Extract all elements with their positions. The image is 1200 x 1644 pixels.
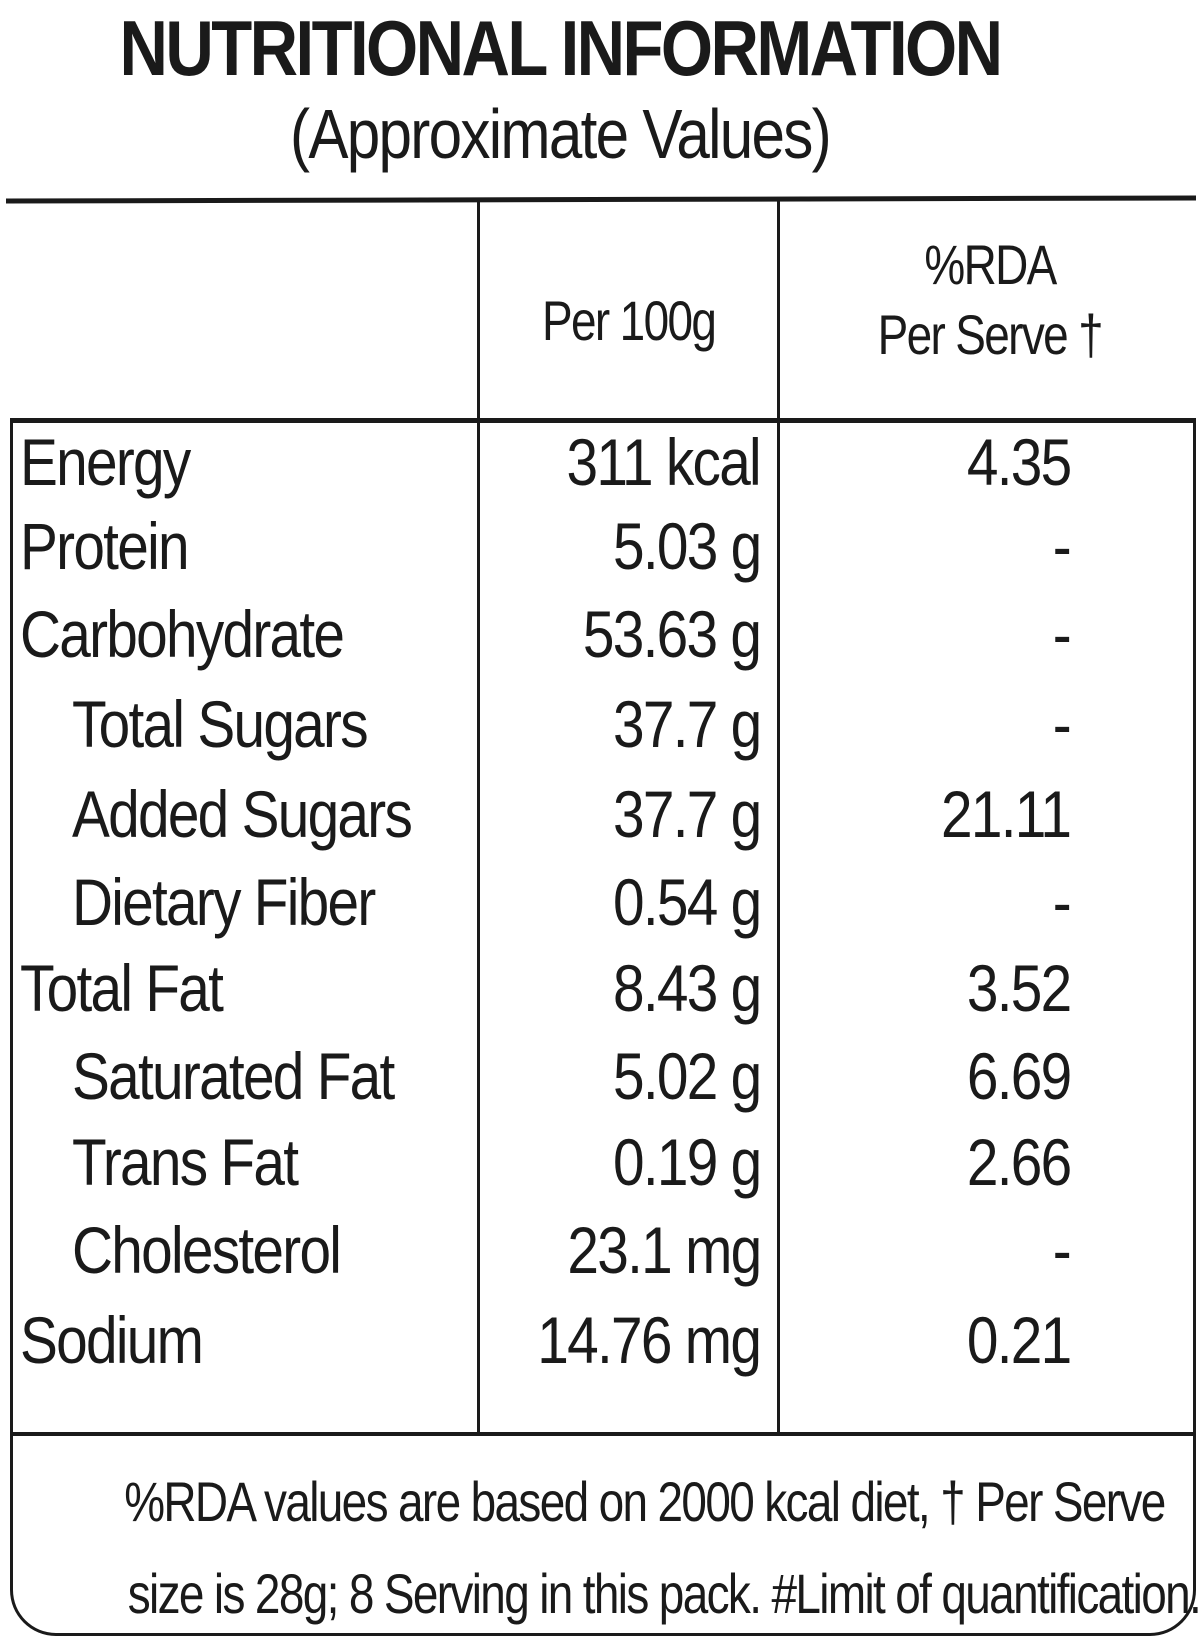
nutrient-rda: 0.21 xyxy=(966,1303,1071,1377)
nutrient-name: Added Sugars xyxy=(72,777,413,851)
nutrient-per100g: 5.03 g xyxy=(612,509,762,583)
nutrient-per100g: 5.02 g xyxy=(612,1039,762,1113)
nutrient-name: Energy xyxy=(20,425,191,499)
nutrient-rda: 2.66 xyxy=(966,1125,1071,1199)
table-row: Carbohydrate 53.63 g - xyxy=(0,590,1200,679)
nutrient-name: Total Fat xyxy=(20,951,224,1025)
table-row: Trans Fat 0.19 g 2.66 xyxy=(0,1118,1200,1207)
nutrient-name: Dietary Fiber xyxy=(72,865,376,939)
table-row: Dietary Fiber 0.54 g - xyxy=(0,858,1200,947)
nutrient-rda: 6.69 xyxy=(966,1039,1071,1113)
nutrient-name: Total Sugars xyxy=(72,687,369,761)
nutrient-per100g: 37.7 g xyxy=(612,777,762,851)
footnote-text-2: size is 28g; 8 Serving in this pack. #Li… xyxy=(127,1562,1200,1625)
header-per100g-label: Per 100g xyxy=(541,289,717,352)
nutrient-name: Saturated Fat xyxy=(72,1039,395,1113)
label-title: NUTRITIONAL INFORMATION xyxy=(119,4,1004,92)
column-divider-1 xyxy=(477,200,480,1432)
nutrient-rda: - xyxy=(1052,687,1072,761)
nutrition-table xyxy=(10,418,1196,1636)
footnote-divider xyxy=(10,1432,1196,1436)
header-rda-line2: Per Serve † xyxy=(877,303,1104,366)
nutrient-name: Sodium xyxy=(20,1303,204,1377)
footnote-text-1: %RDA values are based on 2000 kcal diet,… xyxy=(124,1470,1166,1533)
top-divider xyxy=(5,195,1197,204)
nutrient-name: Cholesterol xyxy=(72,1213,342,1287)
nutrient-name: Trans Fat xyxy=(72,1125,299,1199)
table-row: Cholesterol 23.1 mg - xyxy=(0,1206,1200,1295)
nutrient-per100g: 37.7 g xyxy=(612,687,762,761)
footnote-line-2: size is 28g; 8 Serving in this pack. #Li… xyxy=(10,1548,1200,1640)
table-row: Added Sugars 37.7 g 21.11 xyxy=(0,770,1200,859)
table-row: Total Fat 8.43 g 3.52 xyxy=(0,944,1200,1033)
nutrient-rda: - xyxy=(1052,1213,1072,1287)
table-row: Sodium 14.76 mg 0.21 xyxy=(0,1296,1200,1385)
table-row: Energy 311 kcal 4.35 xyxy=(0,418,1200,507)
nutrient-rda: 4.35 xyxy=(966,425,1071,499)
nutrient-per100g: 311 kcal xyxy=(566,425,762,499)
nutrient-per100g: 8.43 g xyxy=(612,951,762,1025)
label-subtitle: (Approximate Values) xyxy=(290,95,832,173)
header-rda-line1: %RDA xyxy=(924,233,1057,296)
nutrient-per100g: 0.19 g xyxy=(612,1125,762,1199)
nutrient-name: Protein xyxy=(20,509,190,583)
header-rda: %RDA Per Serve † xyxy=(780,230,1200,370)
nutrient-rda: - xyxy=(1052,509,1072,583)
nutrient-rda: - xyxy=(1052,865,1072,939)
table-row: Total Sugars 37.7 g - xyxy=(0,680,1200,769)
nutrient-rda: - xyxy=(1052,597,1072,671)
nutrient-name: Carbohydrate xyxy=(20,597,345,671)
nutrient-per100g: 23.1 mg xyxy=(566,1213,762,1287)
nutrient-per100g: 53.63 g xyxy=(582,597,762,671)
table-row: Saturated Fat 5.02 g 6.69 xyxy=(0,1032,1200,1121)
nutrient-per100g: 0.54 g xyxy=(612,865,762,939)
column-divider-2 xyxy=(777,200,780,1432)
footnote-line-1: %RDA values are based on 2000 kcal diet,… xyxy=(10,1456,1196,1548)
nutrient-per100g: 14.76 mg xyxy=(537,1303,762,1377)
nutrient-rda: 3.52 xyxy=(966,951,1071,1025)
header-per100g: Per 100g xyxy=(480,286,777,356)
table-row: Protein 5.03 g - xyxy=(0,502,1200,591)
nutrient-rda: 21.11 xyxy=(940,777,1072,851)
